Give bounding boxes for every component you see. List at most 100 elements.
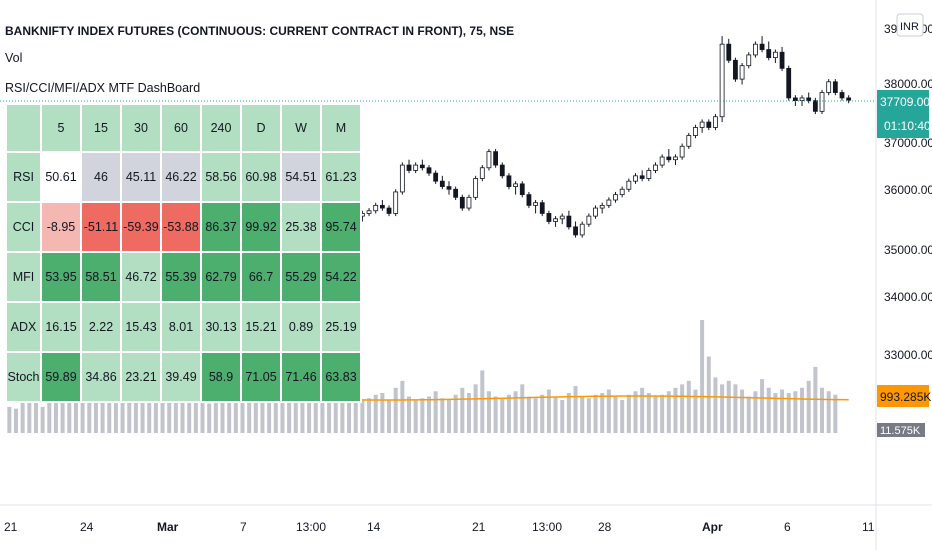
currency-button[interactable]: INR (896, 13, 924, 37)
dashboard-row-stoch: Stoch 59.89 34.86 23.21 39.49 58.9 71.05 71.46 6… (5, 351, 362, 403)
currency-label: INR (900, 21, 919, 33)
volume-bar (806, 380, 811, 433)
volume-ma-value: 993.285K (880, 390, 931, 404)
indicator-label: MFI (5, 251, 42, 303)
volume-bar (40, 406, 45, 433)
volume-bar (580, 396, 585, 433)
dashboard-cell: 23.21 (120, 351, 162, 403)
volume-bar (320, 396, 325, 433)
volume-bar (167, 391, 172, 433)
candle (599, 202, 605, 214)
volume-bar (733, 384, 738, 433)
volume-bar (566, 393, 571, 433)
volume-bar (333, 393, 338, 433)
symbol-title[interactable]: BANKNIFTY INDEX FUTURES (CONTINUOUS: CUR… (5, 24, 515, 38)
dashboard-header-row: 5 15 30 60 240 D W M (5, 103, 362, 153)
candle (419, 159, 425, 171)
timeframe-header-W: W (280, 103, 322, 153)
volume-bar (486, 391, 491, 433)
dashboard-cell: 2.22 (80, 301, 122, 353)
volume-bar (160, 402, 165, 433)
candle (806, 92, 812, 104)
dashboard-cell: 58.9 (200, 351, 242, 403)
candle (553, 216, 558, 227)
timeframe-header-30: 30 (120, 103, 162, 153)
volume-bar (773, 393, 778, 433)
dashboard-cell: 59.89 (40, 351, 82, 403)
volume-bar (53, 396, 58, 433)
candle (473, 175, 479, 200)
volume-bar (620, 399, 625, 433)
indicator-label: Stoch (5, 351, 42, 403)
candle (832, 79, 838, 96)
candle (406, 159, 412, 174)
volume-value: 11.575K (880, 425, 921, 437)
volume-bar (520, 384, 525, 433)
dashboard-cell: 99.92 (240, 201, 282, 253)
volume-bar (367, 398, 372, 433)
candle (799, 95, 805, 106)
volume-bar (127, 399, 132, 433)
dashboard-cell: 46 (80, 151, 122, 203)
volume-bar (600, 393, 605, 433)
dashboard-cell: 86.37 (200, 201, 242, 253)
candle (386, 205, 392, 217)
volume-bar (380, 393, 385, 433)
volume-bar (307, 384, 312, 433)
volume-bar (427, 396, 431, 433)
dashboard-cell: 54.22 (320, 251, 362, 303)
dashboard-cell: 0.89 (280, 301, 322, 353)
dashboard-cell: -8.95 (40, 201, 82, 253)
volume-bar (20, 387, 25, 433)
volume-indicator-label[interactable]: Vol (5, 51, 23, 65)
time-label: 11 (862, 520, 875, 534)
dashboard-cell: 46.72 (120, 251, 162, 303)
volume-bar (460, 387, 465, 433)
countdown-timer: 01:10:40 (884, 119, 931, 133)
candle (653, 162, 658, 174)
candle (446, 181, 452, 195)
dashboard-cell: 25.19 (320, 301, 362, 353)
volume-bar (700, 320, 705, 433)
dashboard-cell: -51.11 (80, 201, 122, 253)
volume-bar (393, 387, 398, 433)
indicator-label: RSI (5, 151, 42, 203)
volume-bar (107, 399, 112, 433)
volume-ma-badge: 993.285K (877, 385, 931, 407)
volume-bar (513, 391, 518, 433)
volume-bar (506, 394, 511, 433)
candle (606, 197, 612, 209)
dashboard-cell: 46.22 (160, 151, 202, 203)
dashboard-row-cci: CCI -8.95 -51.11 -59.39 -53.88 86.37 99.92 25.3… (5, 201, 362, 253)
volume-bar (473, 384, 478, 433)
volume-bar (680, 384, 685, 433)
volume-bar (67, 399, 72, 433)
volume-bar (826, 391, 831, 433)
timeframe-header-240: 240 (200, 103, 242, 153)
dashboard-cell: 60.98 (240, 151, 282, 203)
volume-bar (140, 396, 145, 433)
volume-bar (673, 387, 678, 433)
dashboard-row-adx: ADX 16.15 2.22 15.43 8.01 30.13 15.21 0.89 25.19 (5, 301, 362, 353)
candle (739, 62, 745, 85)
candle (779, 46, 785, 72)
volume-bar (7, 406, 12, 433)
candle (546, 210, 552, 225)
dashboard-indicator-label[interactable]: RSI/CCI/MFI/ADX MTF DashBoard (5, 81, 201, 95)
volume-bar (240, 399, 245, 433)
candle (846, 95, 852, 104)
volume-bar (626, 394, 631, 433)
candle (373, 202, 379, 214)
dashboard-cell: 50.61 (40, 151, 82, 203)
dashboard-cell: 62.79 (200, 251, 242, 303)
volume-bar (200, 401, 205, 433)
volume-bar (287, 399, 292, 433)
volume-bar (220, 396, 225, 433)
candle (646, 167, 652, 182)
volume-bar (353, 396, 358, 433)
volume-bar (653, 396, 658, 433)
dashboard-corner-cell (5, 103, 42, 153)
volume-bar (686, 380, 691, 433)
candle (706, 119, 712, 131)
timeframe-header-60: 60 (160, 103, 202, 153)
